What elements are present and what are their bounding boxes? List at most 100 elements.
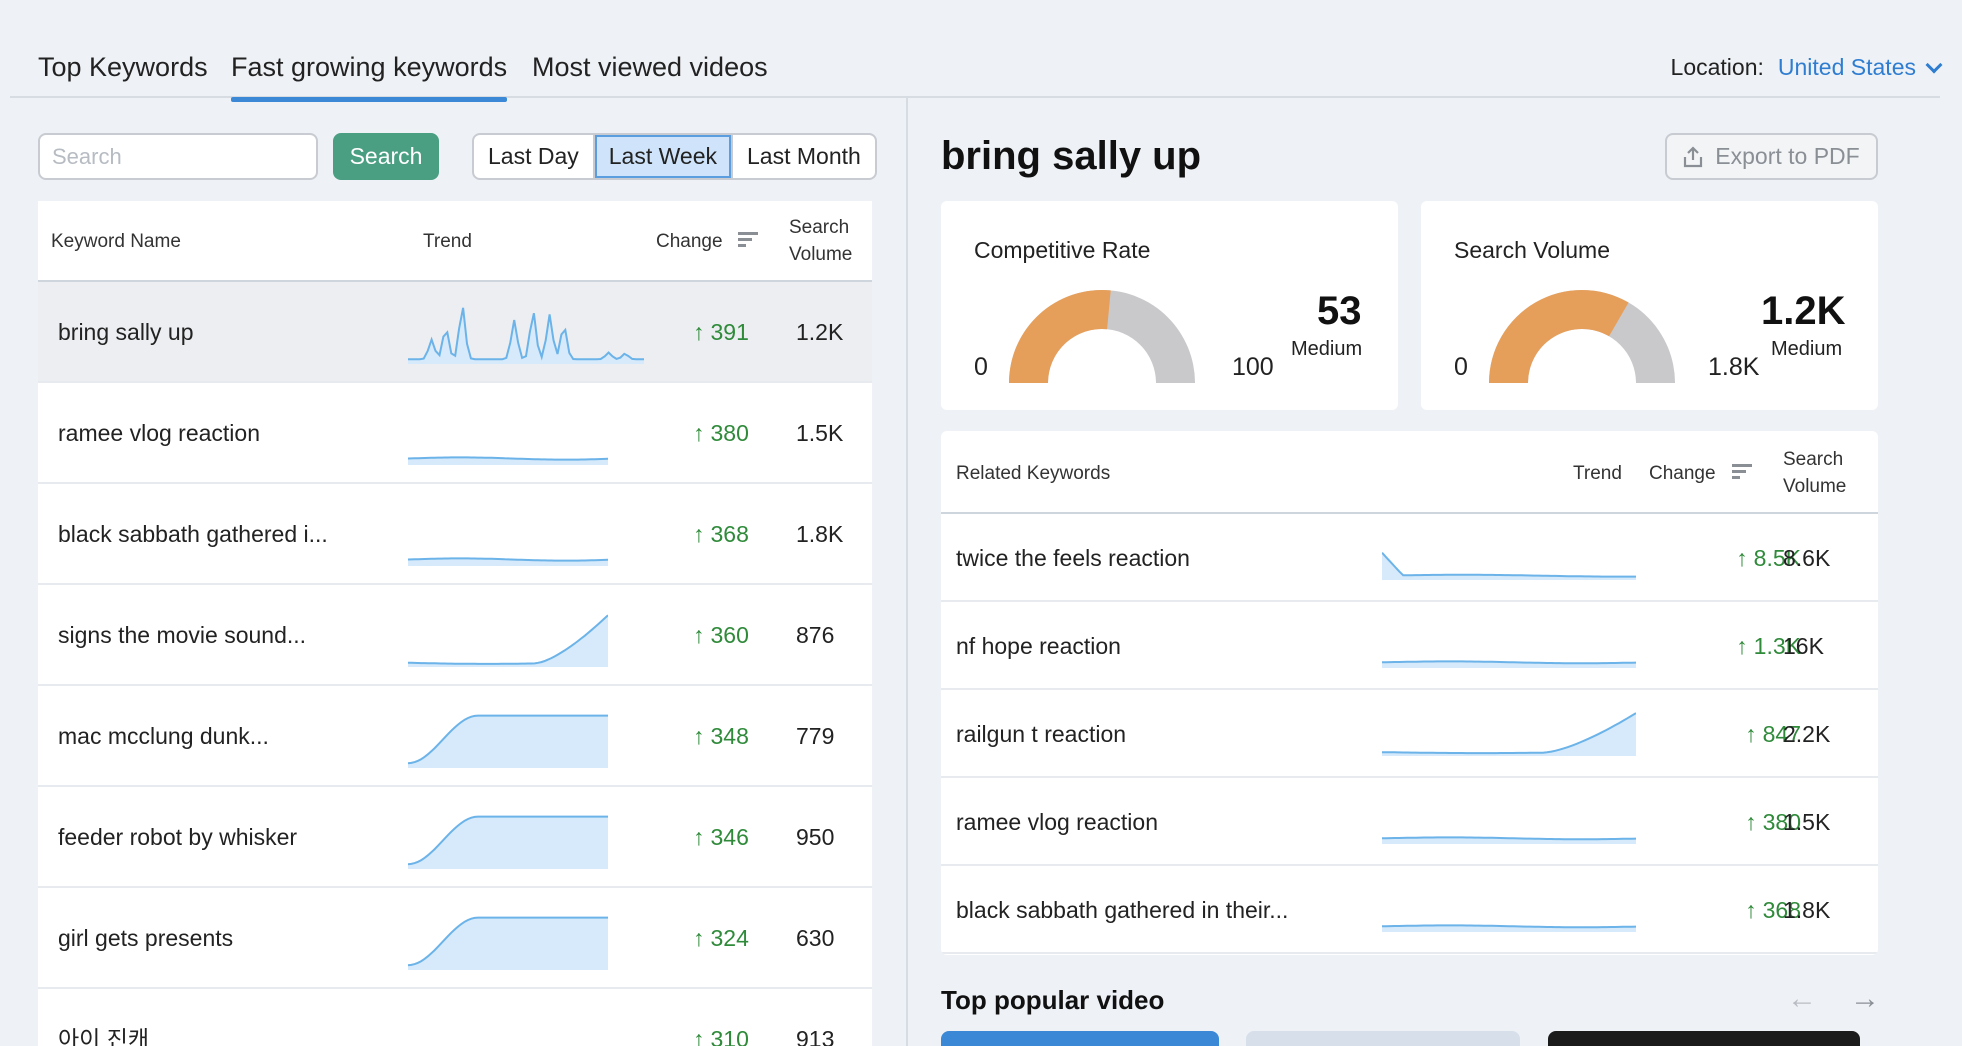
arrow-up-icon: ↑ <box>693 622 705 648</box>
keyword-name[interactable]: ramee vlog reaction <box>956 809 1158 835</box>
keyword-name[interactable]: nf hope reaction <box>956 633 1121 659</box>
col-trend: Trend <box>1573 463 1622 484</box>
table-header: Related Keywords Trend Change Search Vol… <box>941 431 1878 514</box>
competitive-rate-title: Competitive Rate <box>974 237 1151 263</box>
search-input[interactable] <box>38 133 318 180</box>
change-number: 380 <box>710 420 749 446</box>
table-row[interactable]: twice the feels reaction ↑ 8.5K 8.6K <box>941 514 1878 602</box>
range-last-day[interactable]: Last Day <box>474 135 595 178</box>
search-volume: 1.8K <box>1783 897 1831 923</box>
range-last-month[interactable]: Last Month <box>747 143 861 169</box>
search-button[interactable]: Search <box>333 133 439 180</box>
search-volume-gauge <box>1489 290 1675 383</box>
col-change[interactable]: Change <box>1649 463 1716 484</box>
export-pdf-label: Export to PDF <box>1715 143 1860 169</box>
arrow-up-icon: ↑ <box>1745 721 1757 747</box>
change-value: ↑ 1.3K <box>1683 602 1801 690</box>
table-row[interactable]: 아이 진캐 ↑ 310 913 <box>38 989 872 1046</box>
search-volume: 1.2K <box>796 319 844 345</box>
keyword-name[interactable]: signs the movie sound... <box>58 622 307 648</box>
change-value: ↑ 847 <box>1683 690 1801 778</box>
keyword-name[interactable]: bring sally up <box>58 319 194 345</box>
table-row[interactable]: ramee vlog reaction ↑ 380 1.5K <box>941 778 1878 866</box>
trend-sparkline <box>408 714 608 768</box>
table-row[interactable]: nf hope reaction ↑ 1.3K 16K <box>941 602 1878 690</box>
table-row[interactable]: railgun t reaction ↑ 847 2.2K <box>941 690 1878 778</box>
search-volume: 1.5K <box>796 420 844 446</box>
col-change[interactable]: Change <box>656 231 723 252</box>
change-value: ↑ 310 <box>693 989 793 1046</box>
arrow-left-icon[interactable]: ← <box>1787 982 1817 1015</box>
location-selector[interactable]: Location: United States <box>1670 54 1943 81</box>
search-volume-level: Medium <box>1771 338 1843 360</box>
keyword-name[interactable]: mac mcclung dunk... <box>58 723 269 749</box>
table-row[interactable]: mac mcclung dunk... ↑ 348 779 <box>38 686 872 787</box>
change-number: 368 <box>710 521 749 547</box>
competitive-rate-min: 0 <box>974 353 988 381</box>
video-thumbnail[interactable] <box>941 1031 1219 1046</box>
tab-most-viewed-videos[interactable]: Most viewed videos <box>532 52 768 82</box>
search-volume: 950 <box>796 824 835 850</box>
sort-icon[interactable] <box>1732 461 1752 482</box>
keyword-name[interactable]: girl gets presents <box>58 925 234 951</box>
location-label: Location: <box>1670 54 1764 80</box>
search-volume: 779 <box>796 723 835 749</box>
trend-sparkline <box>408 916 608 970</box>
change-value: ↑ 360 <box>693 585 793 686</box>
change-number: 380 <box>1762 809 1801 835</box>
table-header: Keyword Name Trend Change Search Volume <box>38 201 872 282</box>
arrow-up-icon: ↑ <box>693 420 705 446</box>
change-number: 391 <box>710 319 749 345</box>
table-row[interactable]: feeder robot by whisker ↑ 346 950 <box>38 787 872 888</box>
upload-icon <box>1684 145 1703 167</box>
keyword-name[interactable]: feeder robot by whisker <box>58 824 298 850</box>
video-thumbnail[interactable] <box>1246 1031 1520 1046</box>
tab-top-keywords[interactable]: Top Keywords <box>38 52 208 82</box>
trend-sparkline <box>408 456 608 465</box>
keyword-detail-title: bring sally up <box>941 134 1202 178</box>
competitive-rate-gauge <box>1009 290 1195 383</box>
competitive-rate-value: 53 <box>1317 289 1362 333</box>
table-row[interactable]: ramee vlog reaction ↑ 380 1.5K <box>38 383 872 484</box>
search-volume: 630 <box>796 925 835 951</box>
change-number: 348 <box>710 723 749 749</box>
table-row[interactable]: girl gets presents ↑ 324 630 <box>38 888 872 989</box>
keyword-name[interactable]: 아이 진캐 <box>58 1026 150 1046</box>
panel-divider <box>906 98 908 1046</box>
change-value: ↑ 380 <box>693 383 793 484</box>
keyword-name[interactable]: black sabbath gathered in their... <box>956 897 1289 923</box>
table-row[interactable]: bring sally up ↑ 391 1.2K <box>38 282 872 383</box>
export-pdf-button[interactable]: Export to PDF <box>1665 133 1878 180</box>
change-value: ↑ 368 <box>1683 866 1801 954</box>
location-value[interactable]: United States <box>1777 54 1916 80</box>
video-thumbnail[interactable] <box>1548 1031 1860 1046</box>
search-volume: 8.6K <box>1783 545 1831 571</box>
table-row[interactable]: black sabbath gathered i... ↑ 368 1.8K <box>38 484 872 585</box>
change-number: 360 <box>710 622 749 648</box>
search-volume: 1.8K <box>796 521 844 547</box>
tab-fast-growing-keywords[interactable]: Fast growing keywords <box>231 52 508 102</box>
sort-icon[interactable] <box>738 229 758 250</box>
chevron-down-icon[interactable] <box>1925 56 1943 73</box>
change-number: 346 <box>710 824 749 850</box>
trend-sparkline <box>408 614 608 667</box>
search-volume: 876 <box>796 622 835 648</box>
table-row[interactable]: signs the movie sound... ↑ 360 876 <box>38 585 872 686</box>
arrow-up-icon: ↑ <box>1745 897 1757 923</box>
competitive-rate-card: Competitive Rate 0 100 53 Medium <box>941 201 1398 410</box>
change-number: 324 <box>710 925 749 951</box>
change-number: 368 <box>1762 897 1801 923</box>
keyword-name[interactable]: twice the feels reaction <box>956 545 1190 571</box>
change-value: ↑ 346 <box>693 787 793 888</box>
keyword-name[interactable]: black sabbath gathered i... <box>58 521 328 547</box>
keyword-name[interactable]: railgun t reaction <box>956 721 1127 747</box>
change-value: ↑ 324 <box>693 888 793 989</box>
table-row[interactable]: black sabbath gathered in their... ↑ 368 1.… <box>941 866 1878 954</box>
arrow-right-icon[interactable]: → <box>1850 982 1880 1015</box>
trend-sparkline <box>1382 552 1636 580</box>
range-last-week[interactable]: Last Week <box>594 135 734 178</box>
search-volume-title: Search Volume <box>1454 237 1610 263</box>
tab-bar: Top Keywords Fast growing keywords Most … <box>10 0 1943 102</box>
keyword-name[interactable]: ramee vlog reaction <box>58 420 260 446</box>
keyword-table: Keyword Name Trend Change Search Volume … <box>38 201 872 1046</box>
